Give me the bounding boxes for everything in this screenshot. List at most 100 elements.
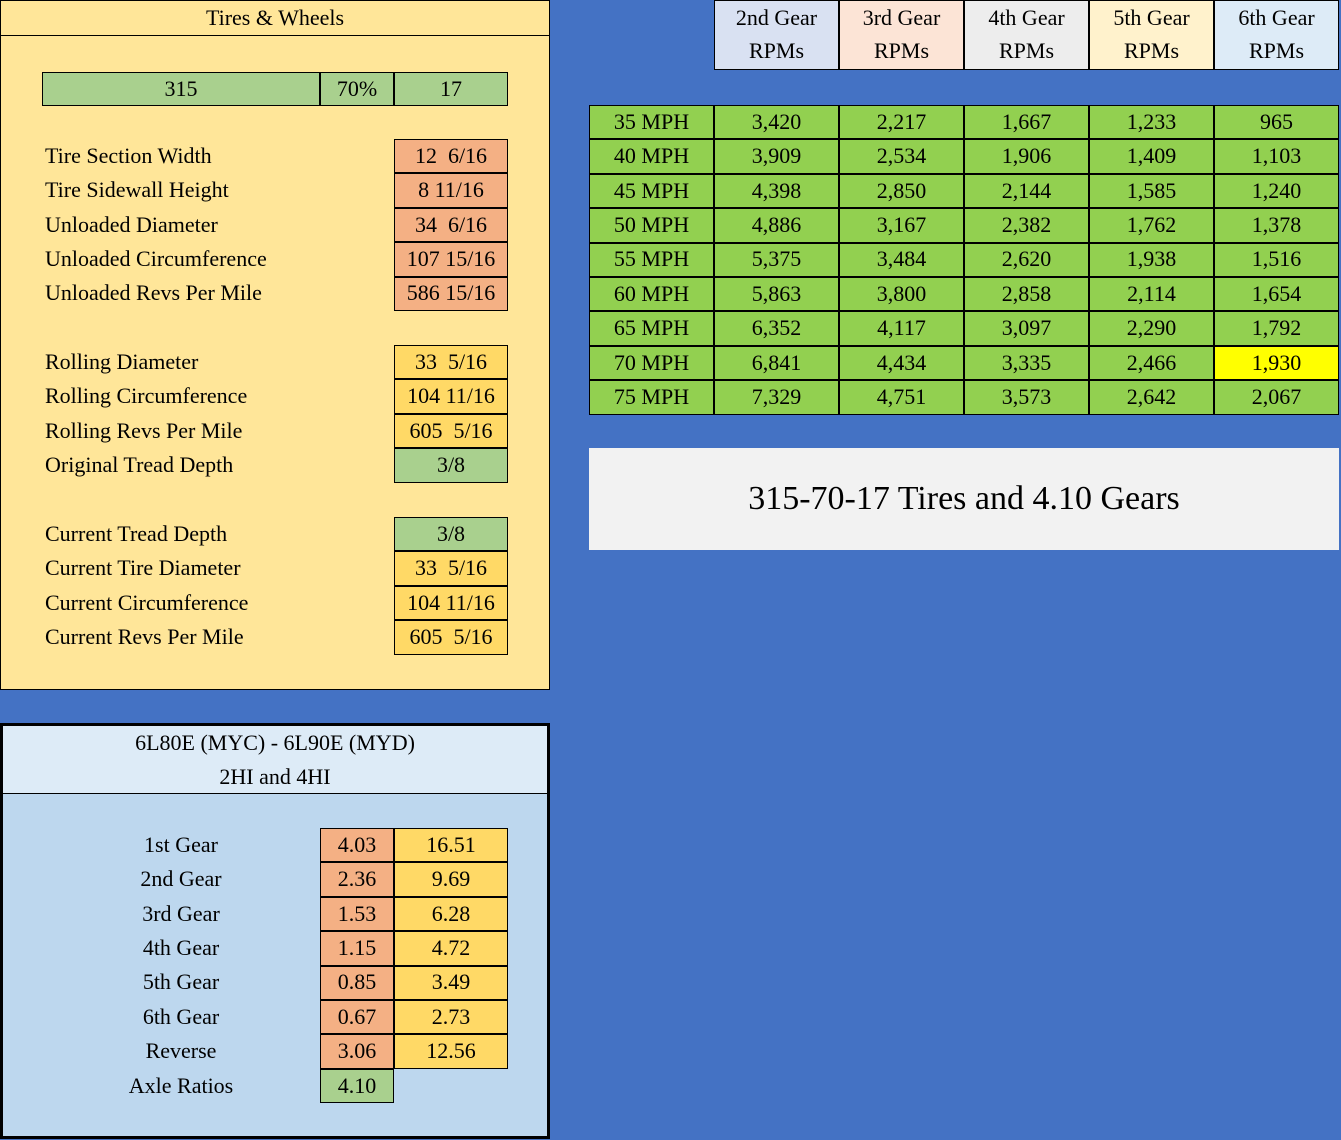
column-header [1089,0,1214,70]
gear-label: 4th Gear [142,934,220,960]
row-label: Original Tread Depth [45,451,234,477]
column-header-line: 4th Gear [988,5,1065,31]
panel-header [3,726,547,794]
rpm-cell: 965 [1214,105,1339,140]
final-ratio: 4.72 [394,931,508,966]
row-label: Rolling Diameter [45,348,199,374]
column-header-line: 3rd Gear [862,5,941,31]
rpm-cell: 4,751 [839,380,964,415]
column-header-line: 5th Gear [1113,5,1190,31]
rpm-cell: 1,585 [1089,173,1214,209]
value-cell: 3/8 [394,517,508,552]
column-header-line: RPMs [1123,38,1180,64]
panel-subtitle: 2HI and 4HI [219,763,331,789]
speed-cell: 35 MPH [589,105,714,140]
speed-cell: 70 MPH [589,345,714,381]
final-ratio: 2.73 [394,1000,508,1035]
gear-label: Reverse [145,1038,217,1064]
column-header-line: RPMs [1248,38,1305,64]
rpm-cell: 1,667 [964,105,1089,140]
gear-ratio: 0.67 [320,1000,394,1035]
value-cell: 8 11/16 [394,173,508,208]
rpm-cell: 4,886 [714,208,839,243]
value-cell: 33 5/16 [394,551,508,586]
final-ratio: 6.28 [394,896,508,932]
row-label: Current Tread Depth [45,520,228,546]
rpm-cell: 1,938 [1089,242,1214,277]
rpm-cell: 1,906 [964,139,1089,174]
row-label: Current Circumference [45,589,249,615]
value-cell: 605 5/16 [394,620,508,655]
rpm-cell: 3,167 [839,208,964,243]
gear-label: 1st Gear [144,831,218,857]
gear-ratio: 4.03 [320,828,394,863]
rpm-cell: 4,398 [714,173,839,209]
gear-label: 3rd Gear [142,900,220,926]
rpm-cell: 2,067 [1214,380,1339,415]
speed-cell: 45 MPH [589,173,714,209]
row-label: Tire Section Width [45,142,212,168]
column-header-line: RPMs [873,38,930,64]
rpm-cell: 6,352 [714,311,839,346]
value-cell: 33 5/16 [394,345,508,380]
rpm-cell: 4,434 [839,345,964,381]
rpm-cell: 3,484 [839,242,964,277]
rpm-cell: 3,800 [839,277,964,312]
gear-ratio: 3.06 [320,1034,394,1069]
row-label: Current Revs Per Mile [45,623,244,649]
column-header-line: RPMs [748,38,805,64]
gear-ratio: 0.85 [320,965,394,1000]
row-label: Current Tire Diameter [45,555,241,581]
rpm-cell: 2,382 [964,208,1089,243]
value-cell: 3/8 [394,448,508,483]
column-header [1214,0,1339,70]
speed-cell: 55 MPH [589,242,714,277]
gear-ratio: 1.15 [320,931,394,966]
gear-label: 6th Gear [142,1003,220,1029]
rpm-cell: 2,850 [839,173,964,209]
speed-cell: 75 MPH [589,380,714,415]
rpm-cell: 2,642 [1089,380,1214,415]
value-cell: 605 5/16 [394,413,508,449]
rpm-cell: 4,117 [839,311,964,346]
final-ratio: 12.56 [394,1034,508,1069]
rpm-cell: 1,240 [1214,173,1339,209]
row-label: Rolling Circumference [45,383,248,409]
row-label: Tire Sidewall Height [45,177,229,203]
rpm-cell: 2,217 [839,105,964,140]
panel-title: 6L80E (MYC) - 6L90E (MYD) [135,729,415,755]
speed-cell: 40 MPH [589,139,714,174]
value-cell: 586 15/16 [394,276,508,311]
rpm-cell: 3,420 [714,105,839,140]
rpm-cell: 6,841 [714,345,839,381]
value-cell: 104 11/16 [394,379,508,414]
final-ratio: 3.49 [394,965,508,1000]
final-ratio: 16.51 [394,828,508,863]
rpm-cell: 1,792 [1214,311,1339,346]
panel-title: Tires & Wheels [0,0,550,36]
tire-size-cell: 70% [320,72,394,106]
rpm-cell: 1,103 [1214,139,1339,174]
rpm-cell: 3,097 [964,311,1089,346]
rpm-cell: 5,863 [714,277,839,312]
value-cell: 107 15/16 [394,242,508,277]
rpm-cell: 3,573 [964,380,1089,415]
rpm-cell: 1,233 [1089,105,1214,140]
rpm-cell: 3,909 [714,139,839,174]
rpm-cell: 2,290 [1089,311,1214,346]
final-ratio: 9.69 [394,862,508,897]
rpm-cell: 5,375 [714,242,839,277]
gear-ratio: 2.36 [320,862,394,897]
rpm-cell: 1,516 [1214,242,1339,277]
rpm-cell: 1,930 [1214,345,1339,381]
rpm-cell: 2,620 [964,242,1089,277]
rpm-cell: 2,534 [839,139,964,174]
column-header [839,0,964,70]
caption: 315-70-17 Tires and 4.10 Gears [589,448,1339,550]
column-header-line: 6th Gear [1238,5,1315,31]
gear-ratio: 1.53 [320,896,394,932]
rpm-cell: 1,409 [1089,139,1214,174]
column-header-line: RPMs [998,38,1055,64]
row-label: Unloaded Diameter [45,211,218,237]
